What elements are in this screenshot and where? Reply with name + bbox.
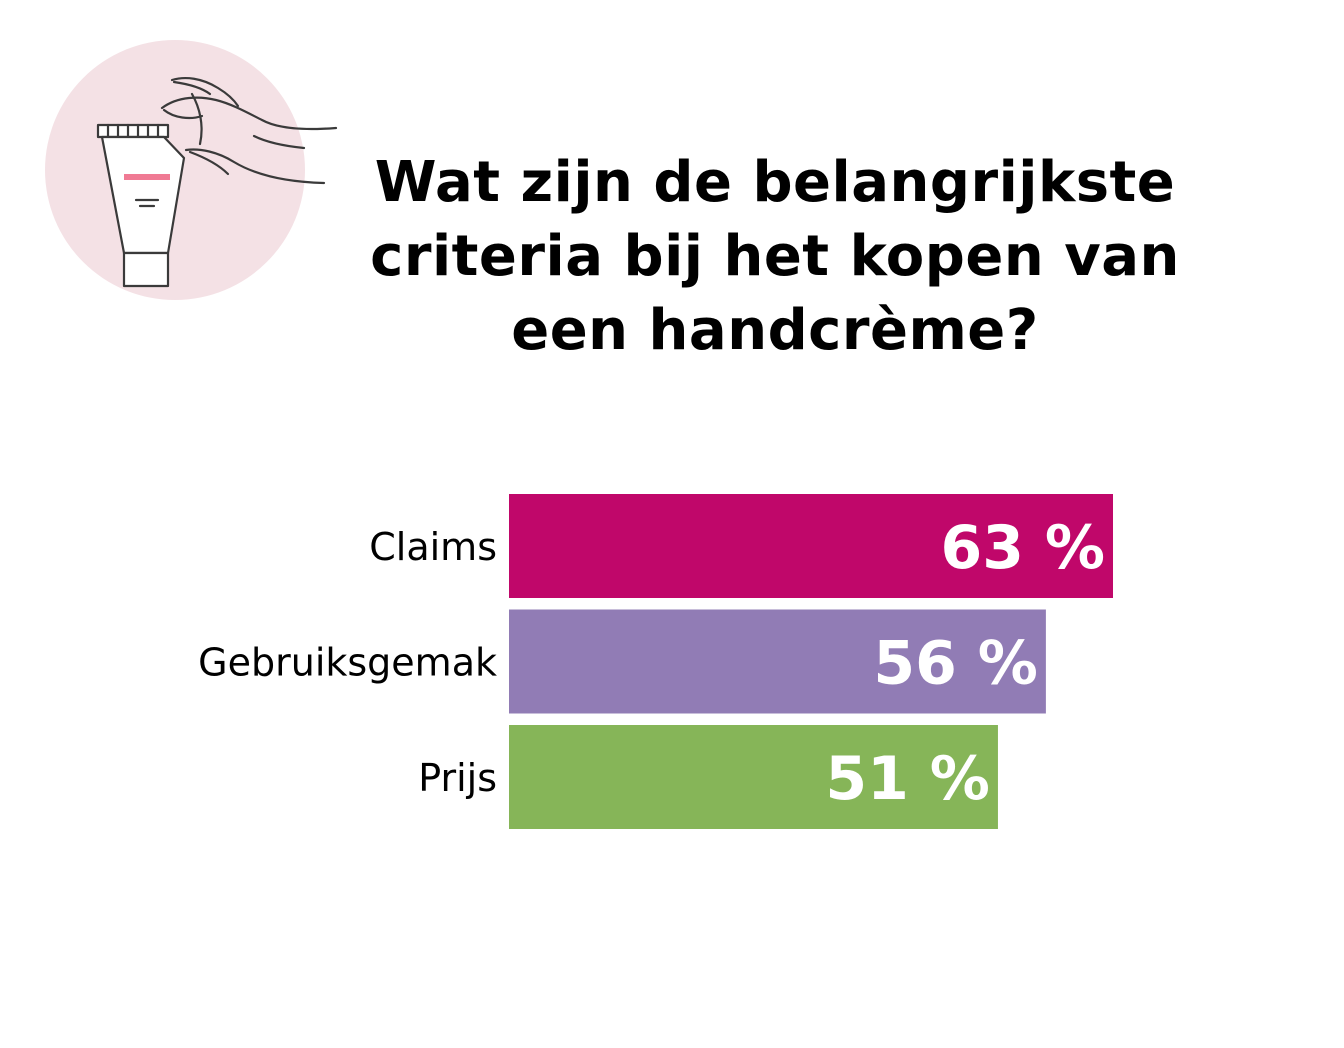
chart-title: Wat zijn de belangrijkste criteria bij h…: [300, 146, 1250, 368]
value-label: 51 %: [825, 744, 990, 814]
bar-claims: [509, 494, 1113, 598]
chart-title-line: criteria bij het kopen van: [370, 224, 1180, 289]
value-label: 56 %: [873, 629, 1038, 699]
category-label: Gebruiksgemak: [198, 641, 497, 685]
bar-gebruiksgemak: [509, 609, 1046, 714]
tube-label-stripe: [124, 174, 170, 180]
bar-prijs: [509, 725, 998, 829]
hand-cream-illustration: [45, 40, 338, 300]
chart-title-line: een handcrème?: [511, 298, 1039, 363]
hand-icon: [160, 77, 338, 185]
hand-cream-tube-icon: [96, 123, 186, 288]
category-label: Claims: [369, 525, 497, 569]
value-label: 63 %: [940, 513, 1105, 583]
category-label: Prijs: [418, 756, 497, 800]
chart-title-line: Wat zijn de belangrijkste: [374, 150, 1176, 215]
